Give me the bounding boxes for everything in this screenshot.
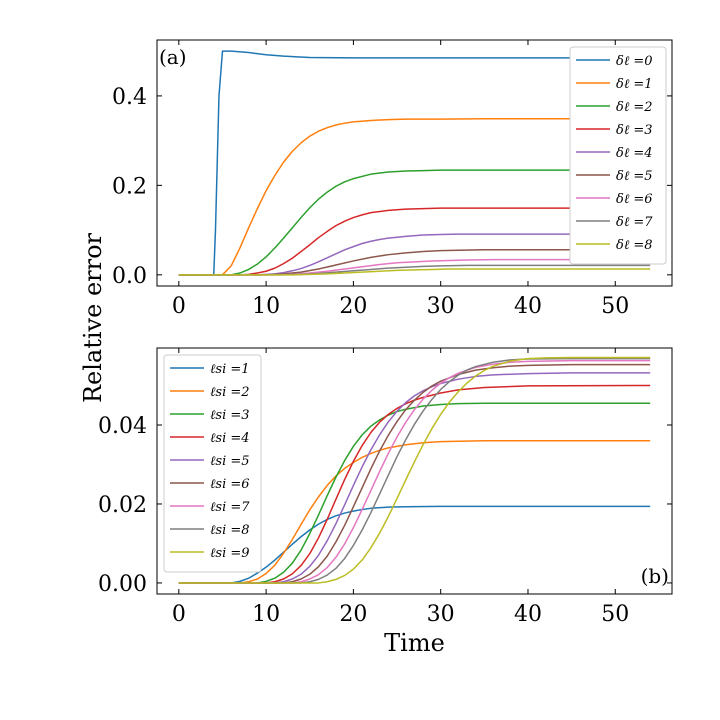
panel-b-axes-frame — [156, 347, 673, 595]
panel-b-series-line-5 — [178, 372, 651, 584]
panel-a-legend-label-2: δℓ =1 — [616, 77, 653, 92]
panel-a-legend-label-5: δℓ =4 — [616, 146, 653, 161]
panel-b-legend-label-5: ℓsi =5 — [210, 454, 250, 469]
panel-a-legend-label-9: δℓ =8 — [616, 238, 653, 253]
panel-b-legend-box — [163, 354, 262, 573]
panel-b-x-tick-label: 30 — [427, 602, 455, 627]
panel-a-series-line-9 — [178, 268, 651, 276]
panel-b-legend-label-1: ℓsi =1 — [210, 362, 250, 377]
panel-b-x-tick-label: 0 — [172, 602, 186, 627]
panel-a-y-tick-label: 0.2 — [112, 174, 147, 199]
panel-a-x-tick-label: 30 — [427, 294, 455, 319]
panel-b-x-tick-label: 50 — [601, 602, 629, 627]
panel-b-series-line-7 — [178, 359, 651, 584]
panel-b-y-tick-label: 0.04 — [98, 414, 147, 439]
panel-a-legend-label-4: δℓ =3 — [616, 123, 653, 138]
panel-b-legend-label-9: ℓsi =9 — [210, 546, 250, 561]
panel-b-x-axis-title: Time — [384, 629, 445, 657]
panel-b-legend-label-6: ℓsi =6 — [210, 477, 250, 492]
panel-a-legend-box — [569, 46, 667, 265]
panel-a-series-line-1 — [178, 50, 651, 276]
panel-b-legend-label-4: ℓsi =4 — [210, 431, 250, 446]
panel-b-y-tick-label: 0.00 — [98, 572, 147, 597]
panel-a-y-tick-label: 0.4 — [112, 85, 147, 110]
panel-b-legend-label-2: ℓsi =2 — [210, 385, 250, 400]
panel-b-y-tick-label: 0.02 — [98, 493, 147, 518]
panel-a-series-line-3 — [178, 169, 651, 276]
panel-a-y-tick-label: 0.0 — [112, 264, 147, 289]
shared-y-axis-title: Relative error — [79, 232, 107, 403]
panel-b-series-line-8 — [178, 357, 651, 584]
panel-a-legend-label-8: δℓ =7 — [616, 215, 653, 230]
panel-b-legend: ℓsi =1 ℓsi =2 ℓsi =3 ℓsi =4 ℓsi =5 ℓsi =6 ℓsi … — [163, 354, 262, 573]
panel-a-chart: 0 10 20 30 40 500.00.20.4(a) δℓ =0δℓ =1δℓ =2δℓ… — [112, 39, 673, 319]
panel-a-label: (a) — [159, 45, 187, 69]
panel-b-series-line-9 — [178, 356, 651, 584]
panel-a-x-tick-label: 10 — [252, 294, 280, 319]
panel-a-legend: δℓ =0 δℓ =1 δℓ =2 δℓ =3 δℓ =4 δℓ =5 δℓ =6 δℓ =7… — [569, 46, 667, 265]
panel-a-axes-frame — [156, 39, 673, 287]
panel-a-legend-label-6: δℓ =5 — [616, 169, 653, 184]
panel-a-series-line-2 — [178, 117, 651, 276]
panel-a-series-line-4 — [178, 207, 651, 276]
panel-a-legend-label-3: δℓ =2 — [616, 100, 653, 115]
panel-b-series-line-3 — [178, 402, 651, 584]
panel-a-x-tick-label: 40 — [514, 294, 542, 319]
panel-a-legend-label-1: δℓ =0 — [616, 54, 653, 69]
panel-a-x-tick-label: 0 — [172, 294, 186, 319]
panel-a-x-tick-label: 50 — [601, 294, 629, 319]
panel-b-legend-label-3: ℓsi =3 — [210, 408, 250, 423]
panel-a-legend-label-7: δℓ =6 — [616, 192, 653, 207]
panel-a-x-tick-label: 20 — [339, 294, 367, 319]
panel-b-x-tick-label: 40 — [514, 602, 542, 627]
panel-b-series-line-1 — [178, 505, 651, 584]
panel-a-series-line-5 — [178, 233, 651, 276]
panel-b-legend-label-8: ℓsi =8 — [210, 523, 250, 538]
panel-b-x-tick-label: 10 — [252, 602, 280, 627]
panel-b-x-tick-label: 20 — [339, 602, 367, 627]
panel-b-label: (b) — [641, 564, 669, 588]
panel-b-legend-label-7: ℓsi =7 — [210, 500, 250, 515]
panel-a-series-line-6 — [178, 249, 651, 276]
panel-b-series-line-4 — [178, 384, 651, 584]
